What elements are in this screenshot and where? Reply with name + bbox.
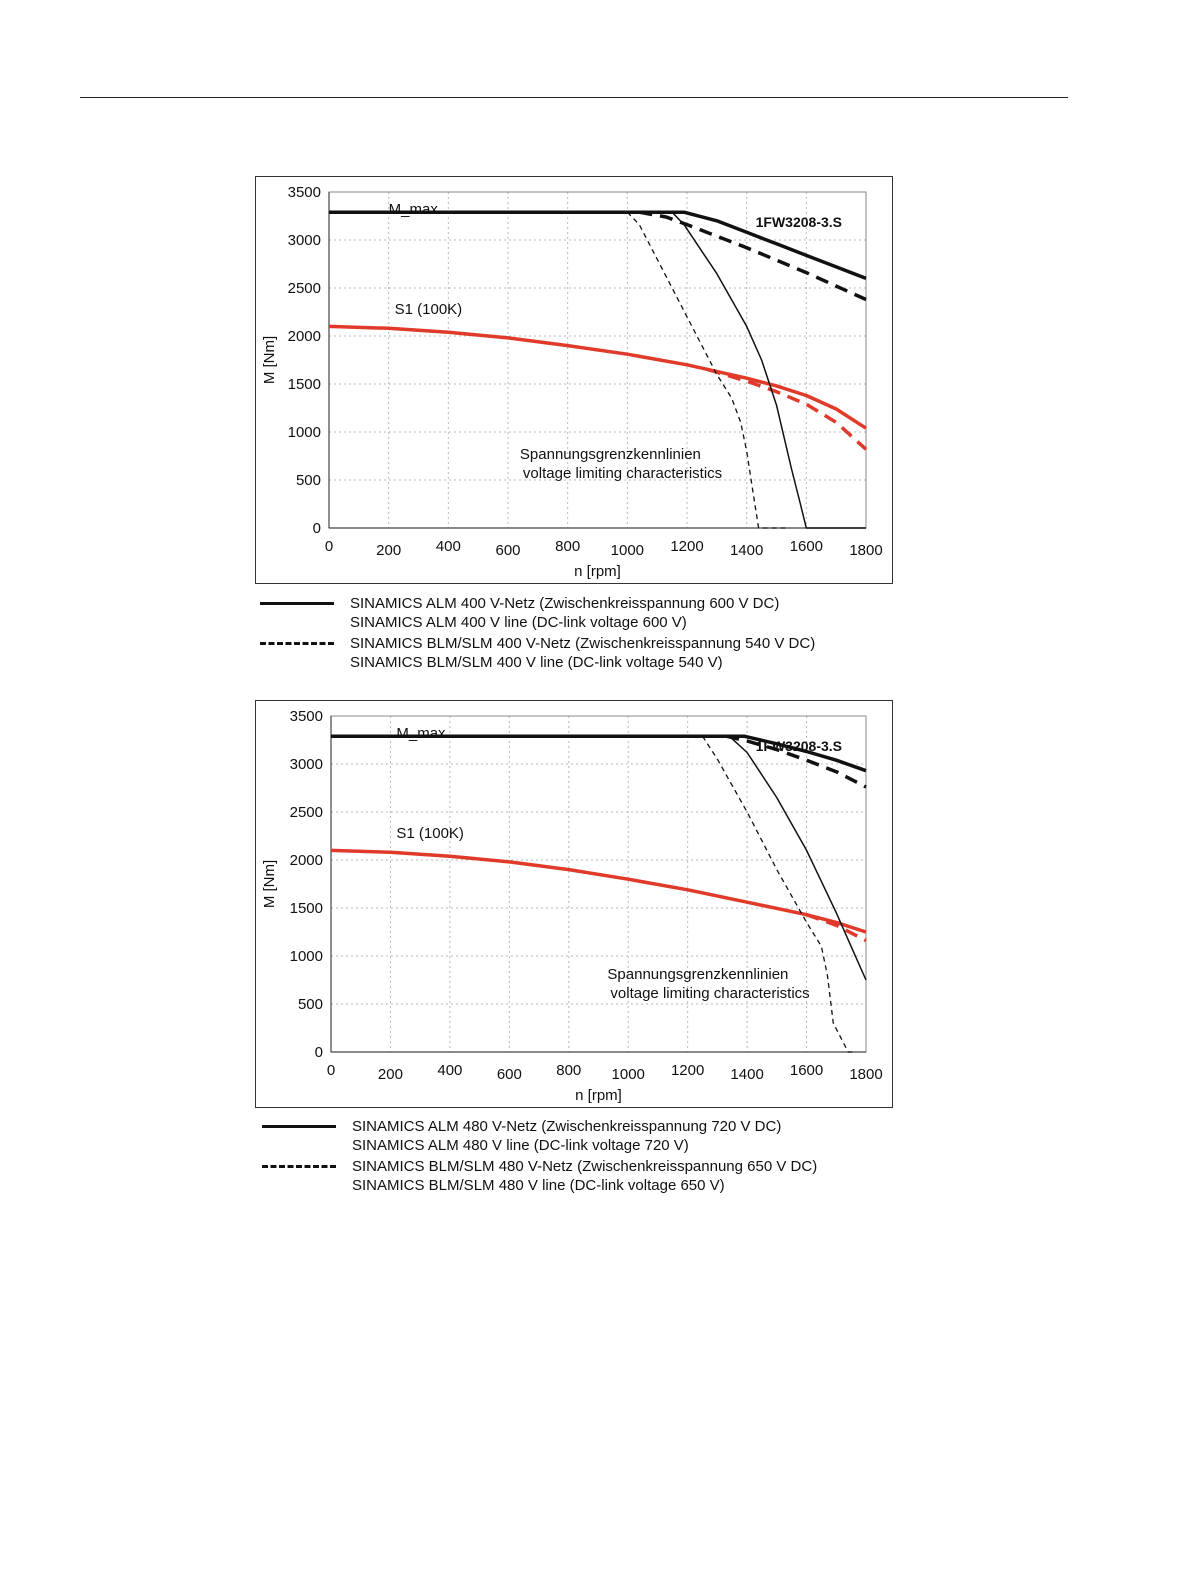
x-tick-label: 600: [495, 542, 520, 559]
x-tick-label: 1600: [790, 1062, 823, 1079]
series-line-s1-alm: [330, 848, 867, 934]
legend-entry-alm: SINAMICS ALM 480 V-Netz (Zwischenkreissp…: [258, 1117, 878, 1157]
chart-svg: 0 200 400 600 800 1000 1200 1400 1600 1800 0 500 100…: [261, 708, 883, 1104]
legend-entry-blm: SINAMICS BLM/SLM 400 V-Netz (Zwischenkre…: [258, 634, 878, 674]
annotation-voltage-de: Spannungsgrenzkennlinien: [607, 966, 788, 983]
y-tick-label: 0: [315, 1044, 323, 1061]
x-tick-label: 400: [437, 1062, 462, 1079]
chart-title: 1FW3208-3.S: [756, 738, 842, 754]
x-tick-label: 600: [497, 1066, 522, 1083]
x-tick-label: 800: [556, 1062, 581, 1079]
y-tick-label: 2000: [288, 328, 321, 345]
x-axis-label: n [rpm]: [574, 563, 621, 580]
y-tick-label: 3000: [288, 232, 321, 249]
series-line-mmax-alm: [329, 210, 867, 281]
legend-label-de: SINAMICS ALM 400 V-Netz (Zwischenkreissp…: [350, 595, 780, 612]
dashed-line-sample: [260, 642, 334, 645]
series-line-s1-blm: [806, 913, 867, 943]
y-tick-label: 2500: [290, 804, 323, 821]
series-line-mmax-blm: [638, 210, 867, 302]
legend-400v: SINAMICS ALM 400 V-Netz (Zwischenkreissp…: [258, 594, 878, 674]
legend-480v: SINAMICS ALM 480 V-Netz (Zwischenkreissp…: [258, 1117, 878, 1197]
x-tick-label: 1400: [730, 1066, 763, 1083]
legend-label-en: SINAMICS ALM 400 V line (DC-link voltage…: [350, 614, 687, 631]
series-line-mmax-blm: [725, 734, 867, 789]
legend-label-en: SINAMICS ALM 480 V line (DC-link voltage…: [352, 1137, 689, 1154]
dashed-line-sample: [262, 1165, 336, 1168]
y-tick-label: 500: [296, 472, 321, 489]
legend-label-de: SINAMICS BLM/SLM 400 V-Netz (Zwischenkre…: [350, 635, 816, 652]
x-tick-label: 200: [378, 1066, 403, 1083]
y-tick-label: 2500: [288, 280, 321, 297]
y-tick-label: 1500: [290, 900, 323, 917]
series-line-mmax-alm: [331, 734, 867, 773]
x-tick-label: 1800: [849, 542, 882, 559]
x-tick-label: 0: [325, 538, 333, 555]
series-line-s1-alm: [328, 324, 867, 430]
annotation-voltage-de: Spannungsgrenzkennlinien: [520, 446, 701, 463]
y-tick-label: 1500: [288, 376, 321, 393]
y-tick-label: 3500: [290, 708, 323, 725]
legend-label-de: SINAMICS ALM 480 V-Netz (Zwischenkreissp…: [352, 1118, 782, 1135]
y-tick-label: 1000: [290, 948, 323, 965]
solid-line-sample: [262, 1125, 336, 1128]
legend-entry-blm: SINAMICS BLM/SLM 480 V-Netz (Zwischenkre…: [258, 1157, 878, 1197]
y-tick-label: 3000: [290, 756, 323, 773]
x-tick-label: 200: [376, 542, 401, 559]
annotation-voltage-en: voltage limiting characteristics: [610, 985, 809, 1002]
x-tick-label: 1200: [671, 1062, 704, 1079]
series-line-s1-blm: [707, 367, 868, 451]
series-line-vlim-blm: [701, 735, 855, 1053]
y-tick-label: 500: [298, 996, 323, 1013]
annotation-voltage-en: voltage limiting characteristics: [523, 465, 722, 482]
x-tick-label: 400: [436, 538, 461, 555]
header-rule: [80, 97, 1068, 98]
x-tick-label: 1200: [670, 538, 703, 555]
legend-label-en: SINAMICS BLM/SLM 400 V line (DC-link vol…: [350, 654, 723, 671]
y-tick-label: 1000: [288, 424, 321, 441]
x-tick-label: 1400: [730, 542, 763, 559]
x-tick-label: 800: [555, 538, 580, 555]
y-axis-label: M [Nm]: [261, 860, 278, 908]
x-axis-label: n [rpm]: [575, 1087, 622, 1104]
annotation-s1: S1 (100K): [396, 825, 464, 842]
legend-label-de: SINAMICS BLM/SLM 480 V-Netz (Zwischenkre…: [352, 1158, 818, 1175]
y-tick-label: 2000: [290, 852, 323, 869]
chart-title: 1FW3208-3.S: [756, 214, 842, 230]
x-tick-label: 1000: [611, 542, 644, 559]
torque-speed-chart-480v: 0 200 400 600 800 1000 1200 1400 1600 1800 0 500 100…: [255, 700, 893, 1108]
torque-speed-chart-400v: 0 200 400 600 800 1000 1200 1400 1600 1800 0 500 100…: [255, 176, 893, 584]
annotation-mmax: M_max: [396, 725, 446, 742]
annotation-s1: S1 (100K): [395, 301, 463, 318]
y-tick-label: 0: [313, 520, 321, 537]
series-line-vlim-alm: [728, 735, 867, 981]
y-axis-label: M [Nm]: [261, 336, 278, 384]
x-tick-label: 1600: [790, 538, 823, 555]
solid-line-sample: [260, 602, 334, 605]
x-tick-label: 1800: [849, 1066, 882, 1083]
annotation-mmax: M_max: [389, 201, 439, 218]
x-tick-label: 0: [327, 1062, 335, 1079]
series-line-vlim-alm: [671, 211, 866, 529]
chart-svg: 0 200 400 600 800 1000 1200 1400 1600 1800 0 500 100…: [261, 184, 883, 580]
y-tick-label: 3500: [288, 184, 321, 201]
legend-entry-alm: SINAMICS ALM 400 V-Netz (Zwischenkreissp…: [258, 594, 878, 634]
legend-label-en: SINAMICS BLM/SLM 480 V line (DC-link vol…: [352, 1177, 725, 1194]
x-tick-label: 1000: [612, 1066, 645, 1083]
